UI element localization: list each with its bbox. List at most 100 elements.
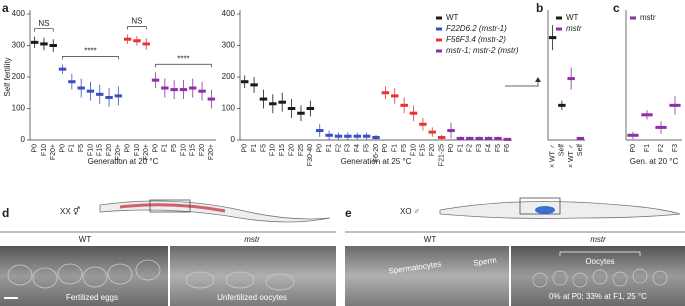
legend-swatch: [556, 16, 562, 20]
x-tick-label: F10: [410, 144, 417, 156]
image-caption: 0% at P0; 33% at F1, 25 °C: [549, 292, 647, 301]
x-tick-label: F2: [335, 144, 342, 152]
x-tick-label: F15: [279, 144, 286, 156]
x-tick-label: F20: [429, 144, 436, 156]
x-tick-label: F5: [260, 144, 267, 152]
x-tick-label: F1: [69, 144, 76, 152]
mean-marker: [484, 136, 493, 140]
x-tick-label: F21-25: [438, 144, 445, 166]
panel-label: e: [345, 206, 352, 220]
mean-marker: [240, 80, 249, 84]
x-tick-label: F15: [97, 144, 104, 156]
y-tick-label: 0: [231, 135, 236, 144]
x-tick-label: F1: [251, 144, 258, 152]
legend-swatch: [436, 49, 442, 53]
image-title: mstr: [590, 235, 606, 244]
x-tick-label: F3: [672, 144, 679, 152]
significance-bracket: [127, 26, 147, 30]
micrograph: [0, 246, 168, 306]
mean-marker: [123, 37, 132, 41]
x-tick-label: P0: [31, 144, 38, 153]
scale-bar: [4, 297, 18, 299]
x-tick-label: F10: [134, 144, 141, 156]
x-tick-label: P0: [630, 144, 637, 153]
mean-marker: [456, 136, 465, 140]
x-tick-label: F1: [392, 144, 399, 152]
legend-swatch: [630, 16, 636, 20]
mean-marker: [353, 134, 361, 138]
karyotype: XX ⚥: [60, 206, 80, 216]
mean-marker: [447, 129, 455, 133]
mean-marker: [428, 130, 437, 134]
x-tick-label: P0: [382, 144, 389, 153]
significance-label: NS: [38, 19, 49, 28]
mean-marker: [259, 97, 268, 101]
mean-marker: [334, 134, 343, 138]
x-tick-label: F1: [644, 144, 651, 152]
mean-marker: [86, 89, 95, 93]
image-title: WT: [424, 235, 437, 244]
mean-marker: [207, 97, 216, 101]
karyotype: XO ♂: [400, 207, 420, 216]
legend-label: WT: [446, 13, 459, 22]
x-tick-label: P0: [59, 144, 66, 153]
mean-marker: [105, 95, 113, 99]
image-title: mstr: [244, 235, 260, 244]
x-tick-label: F30-40: [307, 144, 314, 166]
x-tick-label: F5: [78, 144, 85, 152]
legend-label: F56F3.4 (mstr-2): [446, 35, 506, 44]
image-caption: Fertilized eggs: [66, 293, 118, 302]
bracket: [559, 251, 641, 256]
y-tick-label: 300: [222, 41, 236, 50]
mean-marker: [669, 103, 681, 107]
image-title: WT: [79, 235, 92, 244]
mean-marker: [306, 107, 315, 110]
x-tick-label: F20: [288, 144, 295, 156]
x-axis-title: Generation at 20 °C: [88, 157, 159, 166]
y-tick-label: 200: [222, 72, 236, 81]
mean-marker: [161, 86, 169, 90]
mean-marker: [381, 91, 390, 95]
zoom-box: [519, 197, 561, 215]
y-tick-label: 200: [12, 72, 26, 81]
legend-swatch: [436, 16, 442, 20]
y-tick-label: 400: [222, 9, 236, 18]
x-tick-label: F15: [420, 144, 427, 156]
legend-label: F22D6.2 (mstr-1): [446, 24, 507, 33]
gonad: [119, 203, 226, 213]
x-tick-label: F20+: [50, 144, 57, 160]
mean-marker: [30, 40, 39, 44]
worm-diagram: [99, 200, 331, 223]
mean-marker: [151, 78, 160, 82]
mean-marker: [419, 122, 427, 126]
mean-marker: [344, 134, 352, 138]
mean-marker: [287, 107, 296, 110]
significance-bracket: [34, 28, 54, 32]
mean-marker: [641, 113, 653, 117]
mean-marker: [503, 137, 512, 141]
x-tick-label: Self: [577, 144, 584, 156]
mean-marker: [49, 44, 57, 47]
mean-marker: [297, 111, 305, 115]
mean-marker: [627, 133, 639, 137]
panel-label: d: [2, 206, 9, 220]
mean-marker: [250, 83, 258, 87]
mean-marker: [372, 135, 380, 139]
mean-marker: [391, 94, 399, 98]
x-tick-label: F3: [476, 144, 483, 152]
mean-marker: [437, 135, 446, 139]
x-tick-label: F5: [171, 144, 178, 152]
mean-marker: [278, 100, 286, 104]
image-caption: Sperm: [473, 255, 498, 267]
x-tick-label: Self: [559, 144, 566, 156]
mean-marker: [362, 134, 371, 138]
mean-marker: [548, 36, 557, 40]
x-tick-label: P0: [124, 144, 131, 153]
y-tick-label: 300: [12, 41, 26, 50]
x-tick-label: F25: [298, 144, 305, 156]
mean-marker: [400, 103, 408, 107]
y-tick-label: 0: [21, 135, 26, 144]
x-tick-label: F10: [180, 144, 187, 156]
panel-label: a: [2, 1, 9, 15]
